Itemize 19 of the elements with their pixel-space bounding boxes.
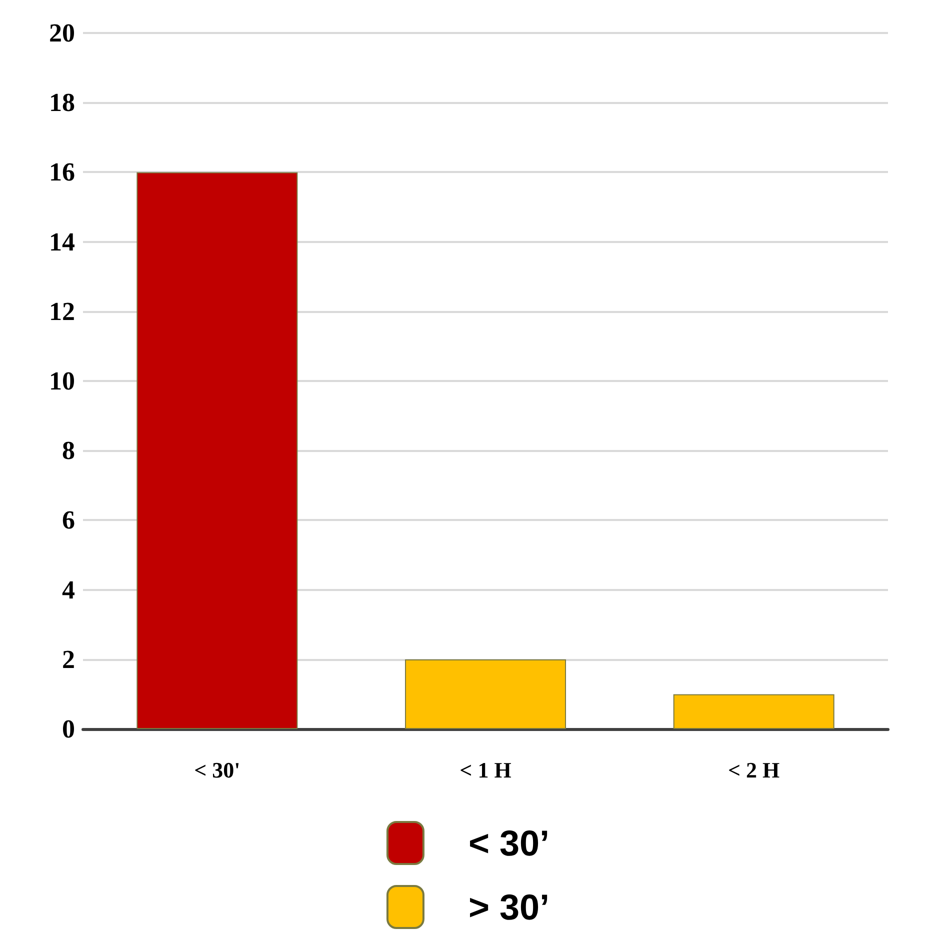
x-tick-label: < 30' [194, 758, 240, 782]
bar [136, 172, 298, 729]
x-tick-label: < 1 H [460, 758, 512, 782]
bar [673, 694, 834, 729]
x-tick-label: < 2 H [728, 758, 780, 782]
y-tick-label: 12 [49, 296, 75, 326]
y-tick-label: 6 [62, 506, 75, 535]
legend-label: > 30’ [468, 886, 550, 928]
y-tick-label: 4 [62, 575, 75, 604]
y-tick-label: 20 [49, 18, 75, 48]
y-tick-label: 16 [49, 158, 75, 187]
y-tick-label: 0 [62, 714, 75, 744]
y-tick-label: 18 [49, 88, 75, 118]
y-tick-label: 8 [62, 436, 75, 466]
y-tick-label: 2 [62, 644, 75, 674]
y-tick-label: 10 [49, 366, 75, 396]
y-tick-label: 14 [49, 227, 75, 256]
bar [405, 659, 566, 729]
legend-label: < 30’ [468, 822, 550, 864]
